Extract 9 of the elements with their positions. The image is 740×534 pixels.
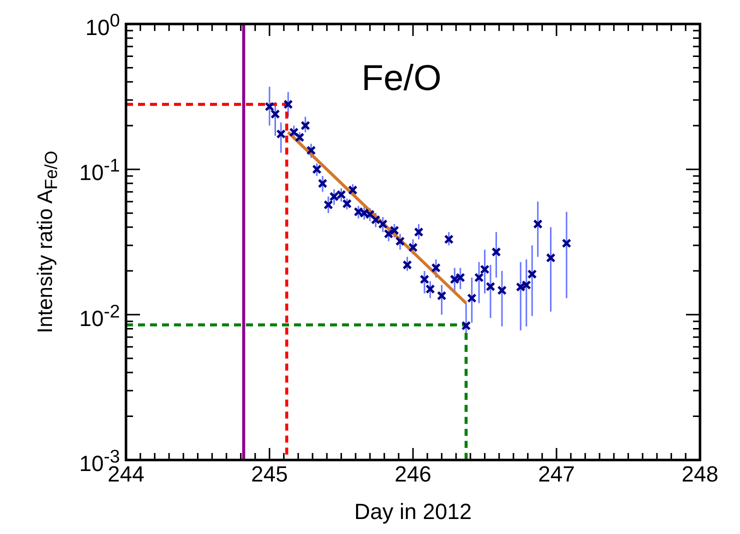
x-axis-title: Day in 2012 <box>354 498 472 524</box>
y-tick-label: 10$^{-2}$ <box>79 300 120 331</box>
y-tick-label: 10$^{-1}$ <box>79 155 120 186</box>
y-tick-label: 10$^{0}$ <box>85 10 120 40</box>
x-tick-label: 246 <box>394 461 432 486</box>
x-tick-label: 248 <box>682 461 718 486</box>
x-tick-label: 247 <box>538 461 575 486</box>
x-tick-label: 245 <box>251 461 288 486</box>
annotation: Fe/O <box>362 56 442 98</box>
